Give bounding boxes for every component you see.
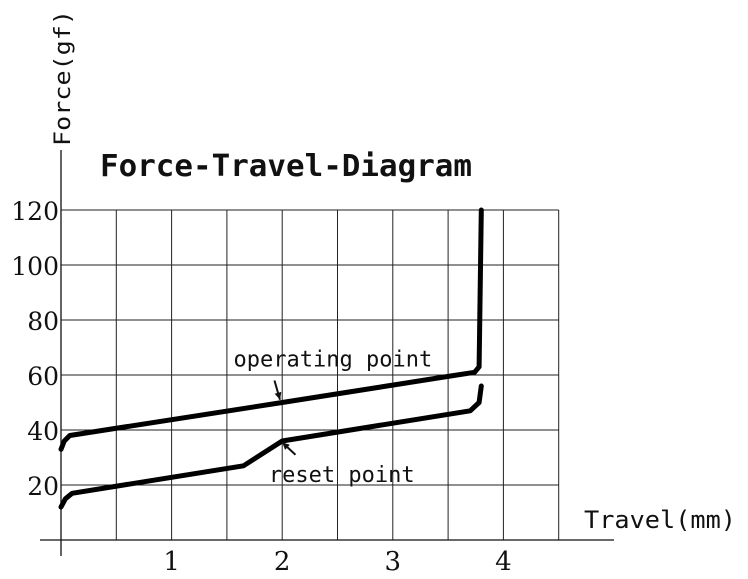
tick-labels: 1 2 3 4 20 40 60 80 100 120 <box>11 197 511 577</box>
y-tick-label: 120 <box>11 197 59 226</box>
y-tick-label: 20 <box>27 472 59 501</box>
series <box>58 207 484 510</box>
x-axis-label: Travel(mm) <box>584 506 736 534</box>
annotation-label: operating point <box>234 348 433 373</box>
y-tick-label: 80 <box>27 307 59 336</box>
grid <box>61 209 560 540</box>
y-tick-label: 60 <box>27 362 59 391</box>
axes <box>40 150 614 556</box>
series-line-1 <box>58 383 484 510</box>
annotations: operating point reset point <box>234 348 433 489</box>
x-tick-label: 4 <box>495 547 512 577</box>
chart-title: Force-Travel-Diagram <box>100 149 472 184</box>
annotation-arrowhead <box>274 391 282 400</box>
series-line-0 <box>58 207 484 452</box>
x-tick-label: 1 <box>163 547 180 577</box>
y-tick-label: 40 <box>27 417 59 446</box>
annotation-label: reset point <box>269 463 415 488</box>
y-axis-label: Force(gf) <box>51 10 76 146</box>
x-tick-label: 2 <box>274 547 291 577</box>
x-tick-label: 3 <box>385 547 402 577</box>
y-tick-label: 100 <box>11 252 59 281</box>
annotation-arrowhead <box>282 442 290 450</box>
